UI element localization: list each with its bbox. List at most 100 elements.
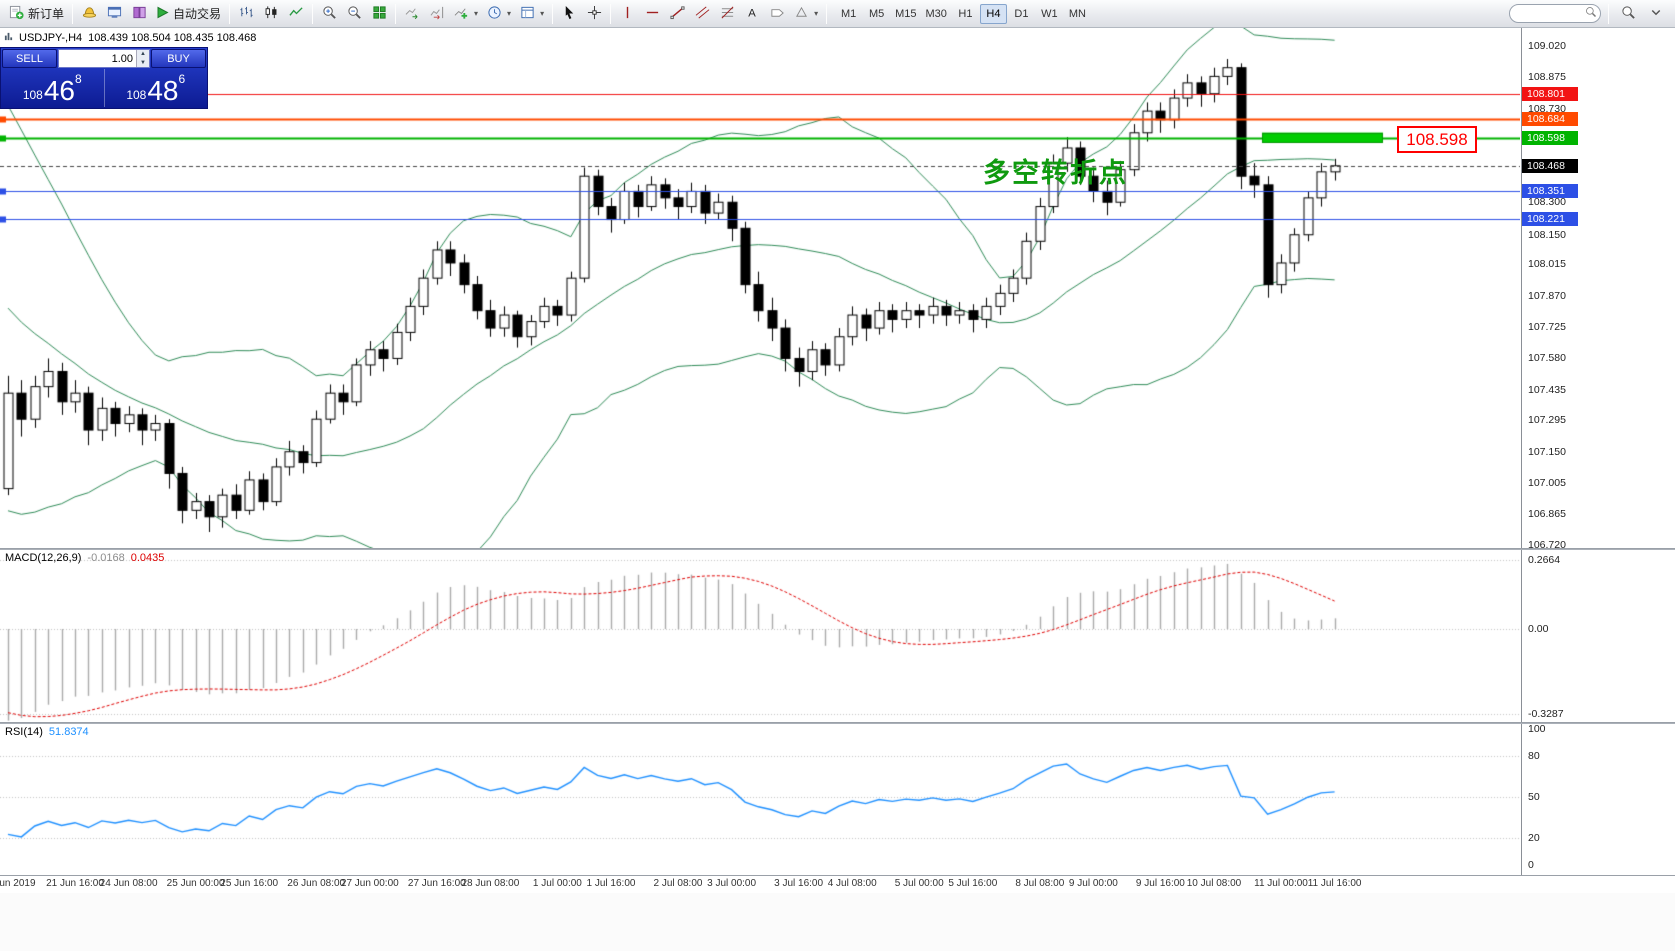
auto-scroll-button[interactable] (400, 3, 424, 25)
new-order-button[interactable]: 新订单 (5, 3, 68, 25)
navigator-button[interactable] (127, 3, 151, 25)
tile-windows-button[interactable] (367, 3, 391, 25)
timeframe-m30[interactable]: M30 (925, 7, 947, 20)
toolbar-separator (1608, 3, 1609, 24)
panel-separator[interactable] (0, 722, 1675, 724)
trendline-icon (670, 5, 685, 23)
line-chart-button[interactable] (284, 3, 308, 25)
buy-button[interactable]: BUY (151, 49, 206, 68)
shapes-button[interactable]: ▾ (790, 3, 822, 25)
search-input[interactable] (1515, 7, 1585, 20)
price-axis-label: 107.435 (1528, 383, 1566, 396)
rsi-name: RSI(14) (5, 726, 43, 738)
rsi-panel-canvas[interactable] (0, 724, 1520, 875)
lot-up-icon[interactable]: ▲ (137, 50, 149, 59)
tile-windows-icon (372, 5, 387, 23)
vertical-line-button[interactable] (615, 3, 639, 25)
search-button[interactable] (1616, 3, 1640, 25)
text-button[interactable]: A (740, 3, 764, 25)
indicators-button[interactable]: ▾ (450, 3, 482, 25)
new-order-label: 新订单 (28, 7, 65, 21)
crosshair-button[interactable] (582, 3, 606, 25)
sell-button[interactable]: SELL (2, 49, 57, 68)
main-chart-canvas[interactable] (0, 28, 1520, 548)
chart-shift-button[interactable] (425, 3, 449, 25)
bar-chart-button[interactable] (234, 3, 258, 25)
cursor-button[interactable] (557, 3, 581, 25)
price-axis-label: 106.865 (1528, 507, 1566, 520)
timeframe-m15[interactable]: M15 (895, 7, 917, 20)
timeframe-h1[interactable]: H1 (958, 7, 973, 20)
price-alert-label[interactable]: 108.598 (1397, 126, 1477, 153)
toolbar-separator (826, 3, 828, 24)
sell-price-point: 8 (75, 72, 82, 86)
profiles-button[interactable] (77, 3, 101, 25)
rsi-axis-label: 0 (1528, 859, 1534, 871)
chart-ohlc-values: 108.439 108.504 108.435 108.468 (88, 32, 257, 44)
templates-button[interactable]: ▾ (516, 3, 548, 25)
text-icon: A (745, 5, 760, 23)
time-axis-label: 1 Jul 00:00 (532, 878, 582, 889)
label-button[interactable] (765, 3, 789, 25)
chart-annotation-text[interactable]: 多空转折点 (983, 158, 1128, 188)
autotrade-label: 自动交易 (173, 7, 222, 21)
price-axis-badge: 108.351 (1522, 184, 1578, 199)
time-axis-label: 5 Jul 16:00 (948, 878, 998, 889)
price-axis-label: 108.300 (1528, 196, 1566, 209)
periods-button[interactable]: ▾ (483, 3, 515, 25)
indicators-icon (454, 5, 469, 23)
candlestick-chart-button[interactable] (259, 3, 283, 25)
rsi-value: 51.8374 (48, 726, 89, 738)
dropdown-caret: ▾ (474, 9, 479, 18)
horizontal-line-button[interactable] (640, 3, 664, 25)
fibonacci-button[interactable] (715, 3, 739, 25)
macd-panel-canvas[interactable] (0, 550, 1520, 722)
rsi-axis-label: 50 (1528, 791, 1540, 803)
sell-price[interactable]: 108 46 8 (1, 69, 104, 107)
cursor-icon (562, 5, 577, 23)
timeframe-d1[interactable]: D1 (1014, 7, 1029, 20)
book-icon (132, 5, 147, 23)
zoom-out-button[interactable] (342, 3, 366, 25)
timeframe-mn[interactable]: MN (1068, 7, 1086, 20)
lot-size-box: 1.00 ▲ ▼ (58, 49, 150, 68)
more-button[interactable] (1644, 3, 1668, 25)
trendline-button[interactable] (665, 3, 689, 25)
macd-axis-label: 0.00 (1528, 623, 1549, 635)
price-axis-badge: 108.684 (1522, 111, 1578, 126)
zoom-in-button[interactable] (317, 3, 341, 25)
panel-separator[interactable] (0, 548, 1675, 550)
macd-main-value: -0.0168 (87, 552, 125, 564)
time-axis-label: 4 Jul 08:00 (827, 878, 877, 889)
timeframe-w1[interactable]: W1 (1041, 7, 1058, 20)
lot-stepper: ▲ ▼ (136, 50, 149, 67)
time-axis-label: 25 Jun 16:00 (220, 878, 279, 889)
price-axis-label: 107.295 (1528, 414, 1566, 427)
autotrade-button[interactable]: 自动交易 (152, 3, 225, 25)
time-axis-label: 24 Jun 08:00 (99, 878, 158, 889)
chevron-down-icon (1650, 6, 1662, 21)
lot-down-icon[interactable]: ▼ (137, 58, 149, 67)
time-axis-label: 27 Jun 16:00 (407, 878, 466, 889)
timeframe-h4[interactable]: H4 (979, 3, 1007, 24)
timeframe-m5[interactable]: M5 (868, 7, 885, 20)
time-axis-label: 1 Jul 16:00 (586, 878, 636, 889)
chart-icon (4, 32, 13, 44)
toolbar-separator (72, 3, 74, 24)
price-axis-label: 108.875 (1528, 71, 1566, 84)
time-axis-label: 28 Jun 08:00 (461, 878, 520, 889)
channel-button[interactable] (690, 3, 714, 25)
time-axis-label: 3 Jul 16:00 (774, 878, 824, 889)
zoom-out-icon (347, 5, 362, 23)
macd-label-line: MACD(12,26,9) -0.0168 0.0435 (5, 552, 164, 564)
timeframe-m1[interactable]: M1 (840, 7, 857, 20)
lot-size-value[interactable]: 1.00 (111, 52, 133, 65)
market-watch-button[interactable] (102, 3, 126, 25)
price-axis-label: 107.150 (1528, 445, 1566, 458)
price-axis[interactable]: 109.020 108.875 108.730 108.300 108.150 108.0… (1521, 28, 1675, 876)
toolbar-separator (552, 3, 554, 24)
price-axis-label: 108.150 (1528, 228, 1566, 241)
buy-price[interactable]: 108 48 6 (103, 69, 208, 107)
